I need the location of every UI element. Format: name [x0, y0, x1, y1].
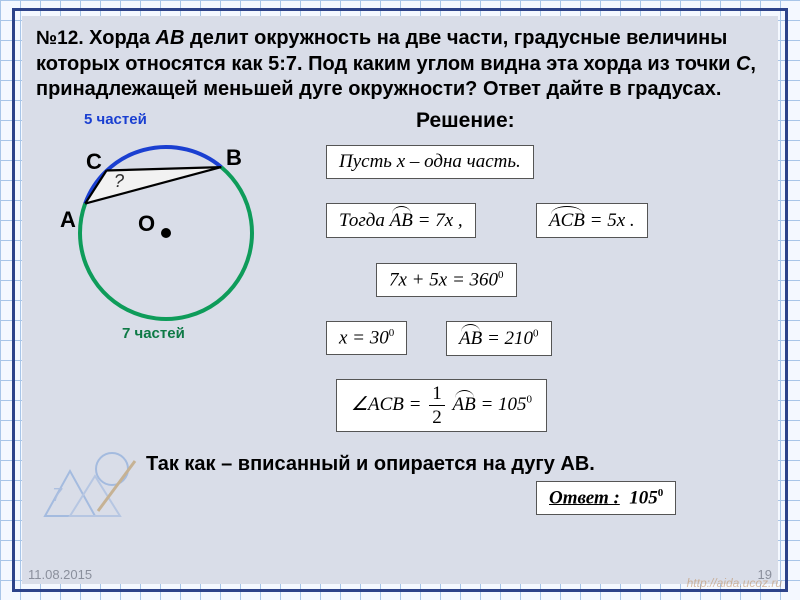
solution-heading: Решение: [416, 109, 515, 133]
label-a: А [60, 207, 76, 233]
slide: №12. Хорда АВ делит окружность на две ча… [22, 16, 778, 584]
eq-then-acb: ACB = 5x . [536, 203, 648, 238]
problem-number: №12. [36, 28, 84, 49]
label-c: С [86, 149, 102, 175]
eq-then-ab: Тогда AB = 7x , [326, 203, 476, 238]
label-b: В [226, 145, 242, 171]
eq-sum: 7x + 5x = 3600 [376, 263, 517, 297]
footer-date: 11.08.2015 [28, 567, 92, 582]
circle-diagram: А В С О ? 5 частей 7 частей [36, 113, 296, 353]
svg-text:7: 7 [52, 485, 63, 505]
corner-illustration: 7 [40, 441, 140, 521]
answer-box: Ответ : 1050 [536, 481, 676, 515]
major-arc-label: 7 частей [122, 325, 185, 342]
content-area: А В С О ? 5 частей 7 частей Решение: Пус… [36, 103, 764, 523]
diagram-svg [36, 113, 296, 353]
eq-let: Пусть x – одна часть. [326, 145, 534, 179]
label-o: О [138, 211, 155, 237]
minor-arc-label: 5 частей [84, 111, 147, 128]
center-dot [161, 228, 171, 238]
problem-statement: №12. Хорда АВ делит окружность на две ча… [36, 26, 764, 103]
eq-angle: ∠ACB = 12 AB = 1050 [336, 379, 547, 432]
inscribed-note: Так как – вписанный и опирается на дугу … [146, 453, 595, 476]
eq-arc-ab: AB = 2100 [446, 321, 552, 356]
angle-question: ? [114, 171, 124, 192]
watermark: http://aida.ucoz.ru [687, 576, 782, 590]
eq-x: x = 300 [326, 321, 407, 355]
